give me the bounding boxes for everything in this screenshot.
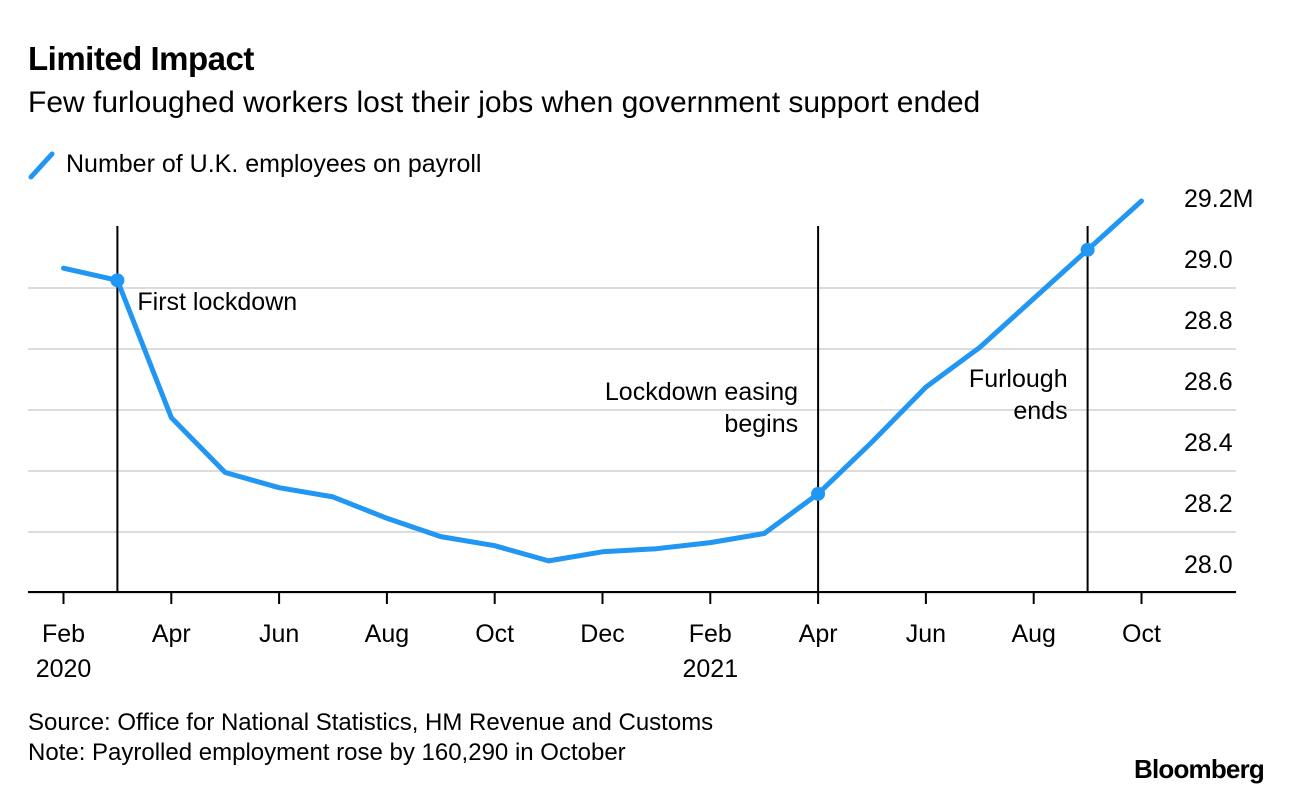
legend-line-swatch-icon xyxy=(28,151,55,180)
x-tick-label: Dec xyxy=(580,620,624,648)
y-tick-label: 28.4 xyxy=(1184,429,1233,457)
bloomberg-logo: Bloomberg xyxy=(1133,754,1265,784)
x-tick-label: Oct xyxy=(475,620,514,648)
data-point xyxy=(110,273,125,288)
legend: Number of U.K. employees on payroll xyxy=(28,146,481,182)
x-tick-label: Apr xyxy=(152,620,191,648)
annotation-label: Furlough xyxy=(969,365,1068,393)
y-tick-label: 29.2M xyxy=(1184,185,1253,213)
series-line xyxy=(61,198,1144,564)
x-tick-label: Jun xyxy=(259,620,299,648)
y-tick-label: 28.2 xyxy=(1184,490,1233,518)
chart-subtitle: Few furloughed workers lost their jobs w… xyxy=(28,86,981,119)
data-point xyxy=(1080,242,1095,257)
y-tick-label: 28.6 xyxy=(1184,368,1233,396)
y-tick-label: 28.0 xyxy=(1184,551,1233,579)
y-tick-label: 29.0 xyxy=(1184,246,1233,274)
x-year-label: 2021 xyxy=(682,655,738,683)
x-tick-label: Aug xyxy=(1011,620,1055,648)
legend-label: Number of U.K. employees on payroll xyxy=(66,149,482,178)
annotation-label: First lockdown xyxy=(137,288,297,316)
annotation-label: Lockdown easing xyxy=(605,378,798,406)
x-tick-label: Jun xyxy=(906,620,946,648)
data-point xyxy=(811,486,826,501)
x-tick-label: Aug xyxy=(365,620,409,648)
x-tick-label: Oct xyxy=(1122,620,1161,648)
source-note: Source: Office for National Statistics, … xyxy=(28,709,714,736)
x-year-label: 2020 xyxy=(36,655,92,683)
y-tick-label: 28.8 xyxy=(1184,307,1233,335)
annotation-label: ends xyxy=(1013,397,1067,425)
chart-title: Limited Impact xyxy=(28,40,254,77)
footnote: Note: Payrolled employment rose by 160,2… xyxy=(28,739,626,766)
x-tick-label: Apr xyxy=(799,620,838,648)
annotation-label: begins xyxy=(724,410,798,438)
x-tick-label: Feb xyxy=(42,620,85,648)
x-tick-label: Feb xyxy=(689,620,732,648)
